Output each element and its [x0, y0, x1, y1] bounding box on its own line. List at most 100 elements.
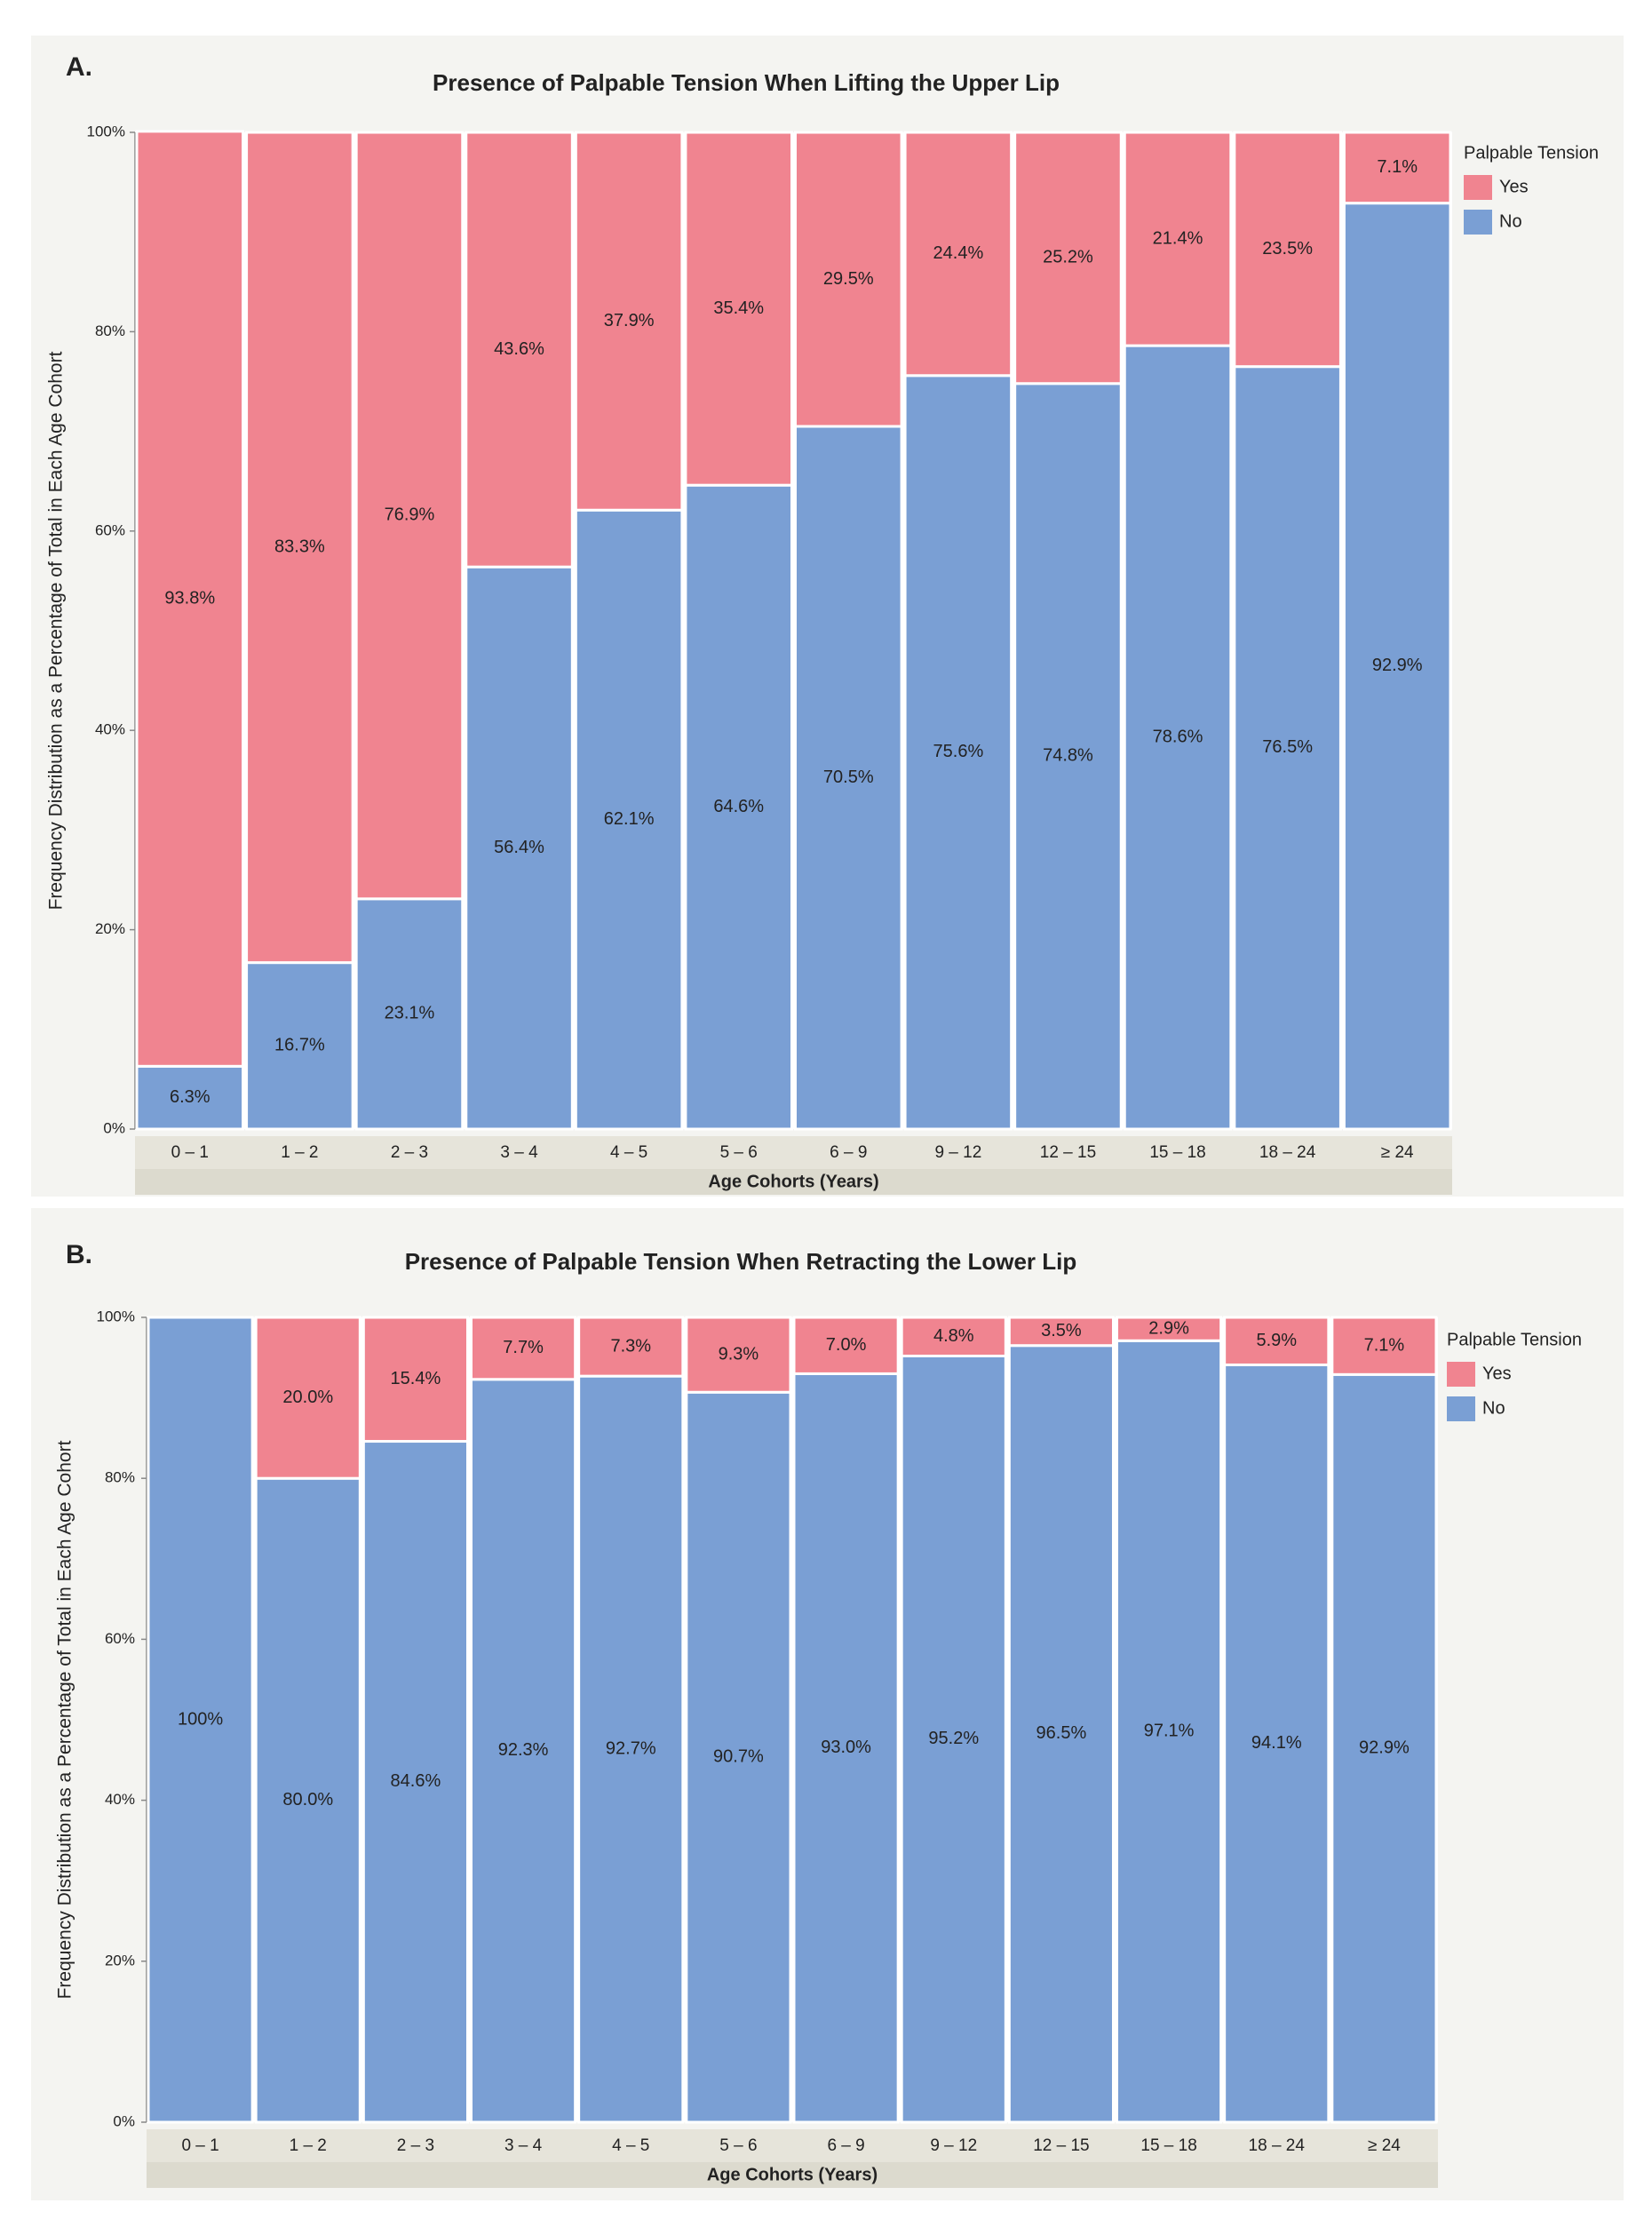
data-label: 100% [178, 1709, 223, 1729]
bar-segment [903, 374, 1013, 1131]
bar-segment [1013, 382, 1123, 1131]
data-label: 74.8% [1043, 746, 1093, 766]
category-strip [135, 1136, 1452, 1169]
x-tick-label: ≥ 24 [1368, 2136, 1401, 2155]
chart-title: Presence of Palpable Tension When Liftin… [433, 69, 1060, 96]
bar-segment [684, 131, 794, 487]
data-label: 84.6% [391, 1771, 441, 1791]
bar-segment [1330, 1372, 1438, 2124]
bar-segment [574, 131, 684, 512]
x-tick-label: 6 – 9 [827, 2136, 864, 2155]
legend-swatch [1464, 210, 1492, 235]
y-tick-label: 0% [103, 1119, 125, 1136]
data-label: 20.0% [282, 1388, 333, 1407]
data-label: 23.1% [385, 1004, 435, 1023]
x-title-strip [147, 2162, 1438, 2188]
bar-segment [245, 131, 354, 965]
bar-segment [794, 425, 903, 1131]
legend-label: Yes [1482, 1364, 1512, 1383]
x-tick-label: 15 – 18 [1140, 2136, 1196, 2155]
bar-segment [1330, 1316, 1438, 1376]
x-tick-label: 5 – 6 [720, 1143, 758, 1162]
bar-segment [135, 130, 245, 1068]
plot-background [135, 132, 1452, 1129]
data-label: 29.5% [823, 269, 874, 289]
x-tick-label: 9 – 12 [930, 2136, 977, 2155]
bar-segment [1123, 344, 1233, 1131]
bar-segment [254, 1476, 361, 2124]
data-label: 75.6% [933, 742, 984, 761]
bar-segment [574, 508, 684, 1131]
x-tick-label: 9 – 12 [934, 1143, 981, 1162]
bar-segment [254, 1316, 361, 1480]
bar-segment [1223, 1316, 1330, 1366]
bar-segment [470, 1316, 577, 1381]
data-label: 5.9% [1256, 1331, 1297, 1350]
data-label: 76.5% [1262, 737, 1313, 757]
data-label: 23.5% [1262, 239, 1313, 258]
data-label: 93.8% [164, 588, 215, 608]
bar-segment [361, 1316, 470, 1444]
bar-segment [577, 1316, 685, 1378]
y-tick-label: 60% [95, 521, 125, 538]
y-axis-label: Frequency Distribution as a Percentage o… [46, 351, 67, 910]
y-tick-label: 100% [87, 123, 125, 139]
chart-title: Presence of Palpable Tension When Retrac… [405, 1248, 1077, 1275]
data-label: 16.7% [274, 1036, 325, 1055]
x-tick-label: 2 – 3 [391, 1143, 428, 1162]
bar-segment [794, 131, 903, 428]
bar-segment [1007, 1316, 1116, 1348]
y-tick-label: 20% [95, 920, 125, 937]
bar-segment [685, 1316, 792, 1394]
x-tick-label: 18 – 24 [1259, 1143, 1316, 1162]
bar-segment [354, 131, 465, 901]
legend-label: Yes [1499, 177, 1529, 196]
legend-swatch [1447, 1396, 1475, 1421]
panel-label: B. [66, 1240, 92, 1269]
x-tick-label: 12 – 15 [1040, 1143, 1096, 1162]
bar-segment [577, 1374, 685, 2124]
data-label: 25.2% [1043, 248, 1093, 267]
data-label: 95.2% [928, 1729, 979, 1748]
bar-segment [465, 131, 574, 569]
x-tick-label: 6 – 9 [830, 1143, 867, 1162]
data-label: 37.9% [604, 311, 655, 330]
x-tick-label: 3 – 4 [504, 2136, 543, 2155]
data-label: 43.6% [494, 339, 544, 359]
data-label: 96.5% [1036, 1723, 1087, 1743]
data-label: 62.1% [604, 809, 655, 829]
bar-segment [900, 1354, 1007, 2124]
data-label: 94.1% [1251, 1733, 1302, 1753]
y-tick-label: 80% [105, 1469, 135, 1486]
data-label: 90.7% [713, 1746, 764, 1766]
bar-segment [1116, 1316, 1223, 1342]
data-label: 6.3% [170, 1087, 210, 1107]
bar-segment [135, 1064, 245, 1131]
plot-background [147, 1317, 1438, 2122]
bar-segment [1013, 131, 1123, 386]
x-tick-label: ≥ 24 [1381, 1143, 1414, 1162]
bar-segment [1233, 131, 1342, 369]
y-tick-label: 40% [105, 1791, 135, 1808]
x-tick-label: 18 – 24 [1249, 2136, 1306, 2155]
category-strip [147, 2129, 1438, 2162]
y-tick-label: 20% [105, 1952, 135, 1969]
data-label: 92.9% [1372, 656, 1423, 675]
bar-segment [1342, 202, 1452, 1131]
x-tick-label: 1 – 2 [290, 2136, 327, 2155]
data-label: 97.1% [1144, 1721, 1195, 1740]
bar-segment [792, 1316, 900, 1375]
x-tick-label: 0 – 1 [181, 2136, 218, 2155]
data-label: 3.5% [1041, 1321, 1082, 1340]
legend-swatch [1464, 175, 1492, 200]
legend-label: No [1499, 211, 1522, 231]
data-label: 7.1% [1377, 157, 1418, 177]
data-label: 4.8% [933, 1326, 974, 1346]
data-label: 7.3% [610, 1336, 651, 1356]
bar-segment [1342, 131, 1452, 205]
data-label: 7.0% [826, 1335, 867, 1355]
bar-segment [1223, 1363, 1330, 2124]
y-tick-label: 60% [105, 1630, 135, 1647]
data-label: 83.3% [274, 537, 325, 557]
data-label: 92.3% [498, 1740, 549, 1760]
